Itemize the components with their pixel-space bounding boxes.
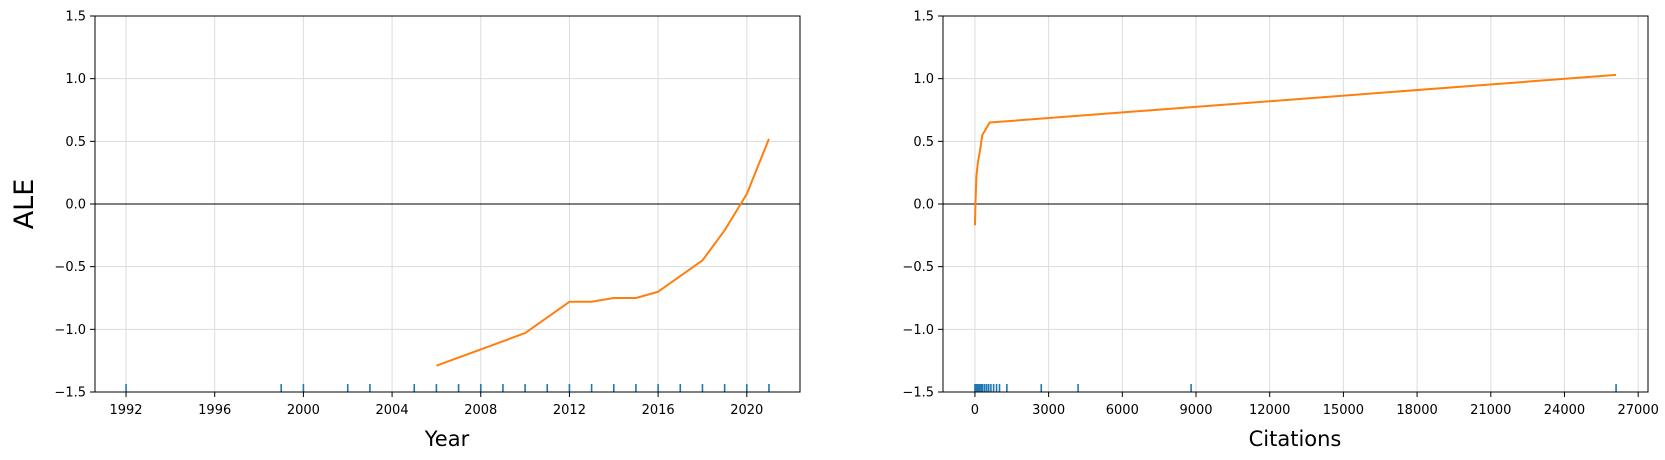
- ale-plot-year: 1992 1996 2000 2004 2008 2012 2016 2020 −1.5 −1.0…: [9, 10, 801, 451]
- y-tick-label: 1.5: [913, 10, 934, 25]
- y-tick-label: −1.0: [902, 323, 934, 338]
- x-tick-label: 18000: [1396, 403, 1437, 418]
- y-tick-label: 1.0: [913, 72, 934, 87]
- x-axis-title: Citations: [1249, 427, 1342, 451]
- x-tick-label: 1996: [198, 403, 231, 418]
- x-tick-label: 0: [971, 403, 979, 418]
- x-axis-title: Year: [424, 427, 470, 451]
- x-tick-label: 2020: [730, 403, 763, 418]
- x-tick-label: 24000: [1544, 403, 1585, 418]
- x-tick-label: 21000: [1470, 403, 1511, 418]
- ale-plot-citations: 0 3000 6000 9000 12000 15000 18000 21000 24000 27…: [902, 10, 1658, 452]
- x-tick-label: 2012: [553, 403, 586, 418]
- y-tick-label: −1.5: [54, 386, 86, 401]
- y-tick-label: 1.5: [65, 10, 86, 25]
- x-tick-label: 2000: [287, 403, 320, 418]
- x-tick-label: 3000: [1032, 403, 1065, 418]
- y-tick-label: 1.0: [65, 72, 86, 87]
- y-tick-label: −0.5: [54, 260, 86, 275]
- x-tick-label: 2016: [642, 403, 675, 418]
- y-axis-title: ALE: [9, 179, 40, 230]
- x-tick-label: 2008: [464, 403, 497, 418]
- y-tick-label: 0.0: [913, 198, 934, 213]
- x-tick-label: 27000: [1617, 403, 1658, 418]
- x-tick-label: 6000: [1106, 403, 1139, 418]
- x-tick-label: 1992: [109, 403, 142, 418]
- y-tick-label: −1.0: [54, 323, 86, 338]
- y-tick-label: −0.5: [902, 260, 934, 275]
- x-tick-label: 15000: [1323, 403, 1364, 418]
- x-tick-label: 9000: [1179, 403, 1212, 418]
- x-tick-label: 12000: [1249, 403, 1290, 418]
- y-tick-label: −1.5: [902, 386, 934, 401]
- y-tick-label: 0.5: [913, 135, 934, 150]
- x-tick-label: 2004: [376, 403, 409, 418]
- y-tick-label: 0.5: [65, 135, 86, 150]
- ale-line: [436, 138, 770, 367]
- y-tick-label: 0.0: [65, 198, 86, 213]
- ale-line: [973, 73, 1617, 226]
